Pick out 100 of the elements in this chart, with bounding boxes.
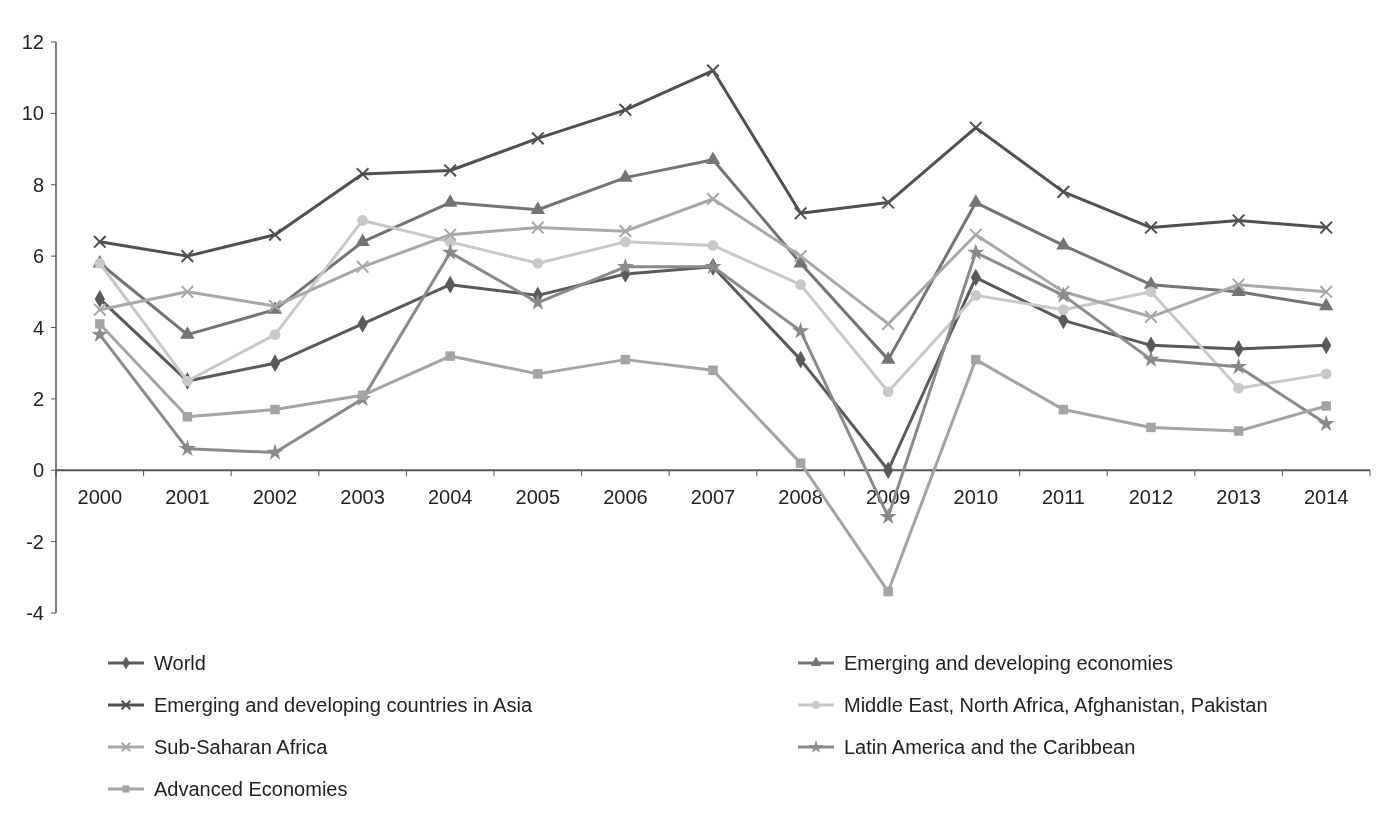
point [178, 439, 196, 457]
point [1058, 304, 1069, 315]
y-tick-label: 6 [32, 245, 44, 268]
point [533, 369, 543, 379]
point [443, 163, 458, 178]
point [708, 365, 718, 376]
point [883, 586, 893, 597]
y-tick-label: -2 [26, 530, 44, 553]
point [266, 443, 284, 460]
x-tick-label: 2010 [953, 486, 999, 509]
x-tick-label: 2000 [77, 486, 123, 509]
point [882, 386, 894, 398]
point [970, 290, 982, 301]
x-tick-label: 2004 [427, 486, 473, 509]
point [968, 120, 983, 135]
x-tick-label: 2008 [778, 486, 823, 509]
point [881, 317, 896, 331]
point [1231, 277, 1246, 292]
point [182, 411, 193, 422]
point [180, 285, 195, 299]
point [1319, 220, 1334, 235]
y-tick-label: 4 [32, 316, 44, 339]
x-tick-label: 2003 [340, 486, 385, 509]
point [1056, 185, 1071, 199]
point [269, 329, 281, 340]
y-tick-label: 8 [32, 173, 44, 196]
point [530, 201, 546, 214]
point [795, 458, 806, 468]
x-tick-label: 2007 [690, 486, 736, 509]
point [1145, 286, 1157, 298]
legend-label: Emerging and developing countries in Asia [154, 694, 533, 716]
x-tick-label: 2006 [603, 486, 648, 509]
legend-label: Emerging and developing economies [844, 652, 1174, 674]
point [355, 167, 370, 181]
point [442, 194, 458, 207]
point [530, 131, 545, 146]
point [880, 351, 896, 364]
point [967, 243, 985, 260]
point [705, 151, 721, 164]
x-tick-label: 2012 [1128, 486, 1174, 509]
x-tick-label: 2011 [1041, 486, 1085, 509]
point [793, 206, 808, 221]
legend-label: Sub-Saharan Africa [154, 736, 329, 758]
point [355, 260, 370, 274]
x-tick-label: 2001 [165, 486, 210, 509]
point [95, 319, 105, 329]
x-tick-label: 2014 [1303, 486, 1349, 509]
point [180, 326, 195, 339]
point [1233, 426, 1244, 436]
point [355, 233, 370, 247]
point [529, 293, 547, 310]
point [1321, 401, 1331, 411]
point [618, 224, 633, 238]
point [1054, 286, 1072, 303]
point [441, 243, 459, 260]
y-tick-label: 0 [32, 459, 44, 482]
point [881, 195, 896, 210]
point [971, 354, 981, 365]
point [620, 236, 631, 248]
point [1142, 350, 1160, 367]
point [92, 235, 107, 249]
point [270, 404, 280, 415]
point [268, 227, 282, 242]
y-tick-label: 10 [21, 102, 44, 125]
point [1056, 237, 1071, 250]
y-tick-label: 2 [32, 387, 44, 410]
point [706, 192, 720, 206]
y-tick-label: -4 [26, 602, 44, 624]
point [1319, 285, 1334, 299]
point [620, 354, 631, 365]
point [1146, 422, 1156, 433]
x-tick-label: 2013 [1216, 486, 1261, 509]
point [180, 249, 195, 263]
point [1144, 309, 1158, 324]
legend-label: Latin America and the Caribbean [844, 736, 1136, 758]
point [1233, 382, 1244, 394]
point [706, 63, 720, 78]
point [530, 220, 545, 235]
point [968, 194, 984, 207]
point [879, 507, 897, 524]
point [793, 249, 808, 263]
point [1318, 297, 1334, 311]
point [616, 257, 634, 275]
point [707, 240, 719, 251]
point [618, 102, 633, 117]
x-tick-label: 2002 [252, 486, 298, 509]
point [92, 302, 107, 317]
point [792, 322, 810, 339]
point [1058, 404, 1069, 415]
point [445, 351, 455, 361]
point [443, 227, 458, 242]
point [618, 169, 633, 182]
point [1231, 213, 1246, 228]
point [1230, 357, 1248, 374]
point [1144, 220, 1158, 235]
y-tick-label: 12 [21, 31, 44, 53]
legend-label: Middle East, North Africa, Afghanistan, Pakistan [844, 694, 1268, 716]
point [795, 279, 806, 291]
point [968, 227, 983, 242]
legend-label: Advanced Economies [154, 778, 348, 800]
